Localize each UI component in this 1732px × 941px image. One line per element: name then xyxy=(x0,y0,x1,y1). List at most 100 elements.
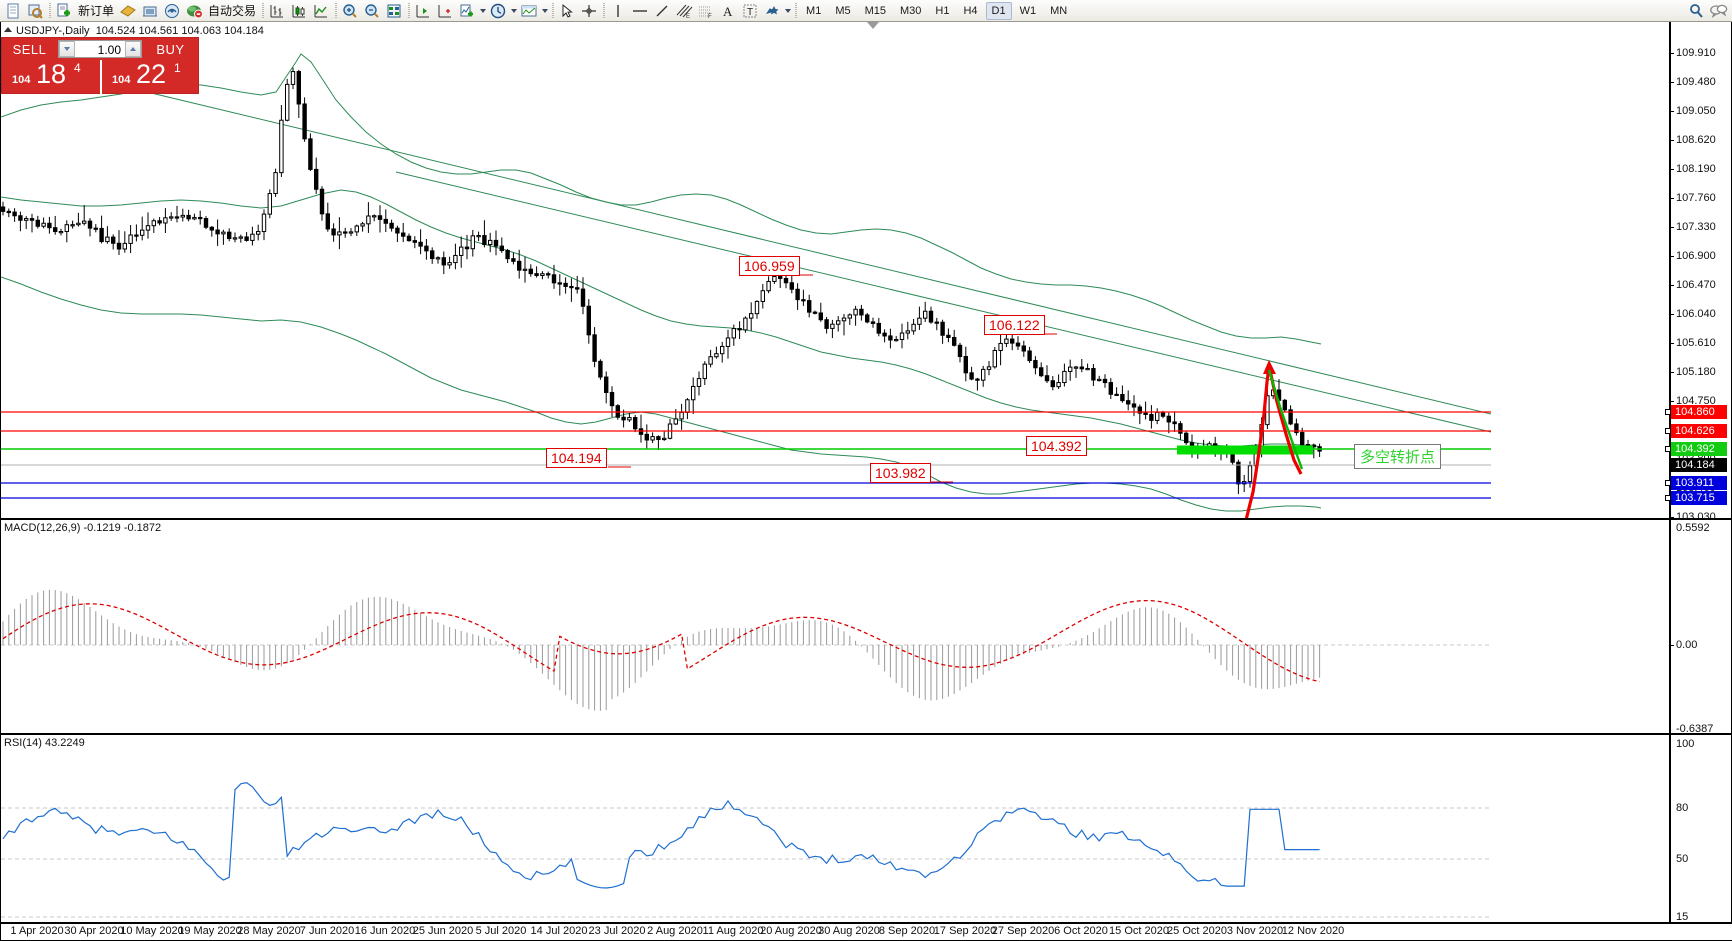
chart-collapse-icon[interactable] xyxy=(867,22,879,29)
price-chart-canvas xyxy=(1,53,1491,918)
metaeditor-icon[interactable] xyxy=(139,1,161,21)
annotation-106122[interactable]: 106.122 xyxy=(984,315,1045,335)
sell-button[interactable]: SELL xyxy=(12,41,47,57)
price-tag-handle[interactable] xyxy=(1665,446,1671,452)
line-chart-icon[interactable] xyxy=(310,1,332,21)
zoom-out-icon[interactable] xyxy=(361,1,383,21)
candle-body xyxy=(476,235,481,238)
volume-stepper[interactable]: 1.00 xyxy=(58,40,142,58)
price-tag-handle[interactable] xyxy=(1665,428,1671,434)
period-dropdown-caret-icon[interactable] xyxy=(509,2,518,20)
bollinger-lower-band xyxy=(1,276,1322,512)
macd-axis-label: -0.6387 xyxy=(1676,723,1714,735)
candle-body xyxy=(789,282,794,290)
annotation-104392[interactable]: 104.392 xyxy=(1026,436,1087,456)
vertical-line-icon[interactable] xyxy=(607,1,629,21)
one-click-trading-panel[interactable]: SELL 1.00 BUY 104 18 4 104 22 1 xyxy=(1,37,199,94)
annotation-106959[interactable]: 106.959 xyxy=(739,256,800,276)
candle-body xyxy=(360,223,365,227)
time-axis[interactable]: 1 Apr 2020 30 Apr 2020 10 May 2020 19 May 2… xyxy=(1,924,1732,940)
autotrading-label[interactable]: 自动交易 xyxy=(208,4,257,18)
candle-body xyxy=(1010,338,1015,344)
mql-community-icon[interactable] xyxy=(161,1,183,21)
templates-dropdown-caret-icon[interactable] xyxy=(540,2,549,20)
text-label-icon[interactable]: T xyxy=(739,1,761,21)
period-icon[interactable] xyxy=(487,1,509,21)
timeframe-m1[interactable]: M1 xyxy=(806,4,822,17)
shapes-icon[interactable] xyxy=(761,1,783,21)
cursor-icon[interactable] xyxy=(556,1,578,21)
timeframe-m15[interactable]: M15 xyxy=(864,4,886,17)
oct-price-row: 104 18 4 104 22 1 xyxy=(2,60,198,94)
sell-price[interactable]: 104 18 4 xyxy=(2,60,100,94)
timeframe-h4[interactable]: H4 xyxy=(963,4,978,17)
price-axis-tick-label: 108.620 xyxy=(1676,134,1716,146)
shapes-dropdown-caret-icon[interactable] xyxy=(783,2,792,20)
indicators-icon[interactable] xyxy=(456,1,478,21)
trendline-icon[interactable] xyxy=(651,1,673,21)
time-axis-label: 2 Aug 2020 xyxy=(647,925,703,937)
volume-decrease-icon[interactable] xyxy=(59,41,75,57)
candle-body xyxy=(267,193,273,215)
time-axis-label: 17 Sep 2020 xyxy=(933,925,997,937)
horizontal-line-icon[interactable] xyxy=(629,1,651,21)
annotation-103982[interactable]: 103.982 xyxy=(870,463,931,483)
templates-icon[interactable] xyxy=(518,1,540,21)
crosshair-icon[interactable] xyxy=(578,1,600,21)
volume-input[interactable]: 1.00 xyxy=(75,41,125,57)
volume-increase-icon[interactable] xyxy=(125,41,141,57)
price-tag-handle[interactable] xyxy=(1665,409,1671,415)
candlestick-chart-icon[interactable] xyxy=(288,1,310,21)
candle-body xyxy=(424,245,429,252)
bar-chart-icon[interactable] xyxy=(266,1,288,21)
new-chart-icon[interactable] xyxy=(2,1,24,21)
candle-body xyxy=(702,363,707,380)
price-tag-104-626[interactable]: 104.626 xyxy=(1665,424,1727,438)
candle-body xyxy=(482,235,487,246)
price-tag-104-392[interactable]: 104.392 xyxy=(1665,442,1727,456)
chat-icon[interactable] xyxy=(1708,1,1730,21)
zoom-in-icon[interactable] xyxy=(339,1,361,21)
candle-body xyxy=(99,227,104,243)
price-tag-103-715[interactable]: 103.715 xyxy=(1665,491,1727,505)
autotrading-icon[interactable] xyxy=(183,1,205,21)
svg-text:E: E xyxy=(686,14,690,19)
price-tag-last-104-184: 104.184 xyxy=(1671,458,1727,472)
equidistant-channel-icon[interactable]: E xyxy=(673,1,695,21)
chart-shift-icon[interactable] xyxy=(412,1,434,21)
toolbar-separator xyxy=(46,2,53,20)
candle-body xyxy=(412,240,418,243)
new-order-label[interactable]: 新订单 xyxy=(78,4,115,18)
auto-scroll-icon[interactable] xyxy=(434,1,456,21)
timeframe-h1[interactable]: H1 xyxy=(935,4,950,17)
buy-button[interactable]: BUY xyxy=(156,41,185,57)
timeframe-m30[interactable]: M30 xyxy=(900,4,922,17)
new-order-icon[interactable] xyxy=(53,1,75,21)
chart-window[interactable]: USDJPY-,Daily 104.524 104.561 104.063 10… xyxy=(0,22,1732,941)
annotation-turning-point[interactable]: 多空转折点 xyxy=(1354,444,1442,469)
price-tag-handle[interactable] xyxy=(1665,480,1671,486)
fibonacci-icon[interactable]: F xyxy=(695,1,717,21)
candle-body xyxy=(319,188,325,215)
timeframe-mn[interactable]: MN xyxy=(1050,4,1068,17)
price-axis[interactable]: 109.910 109.480 109.050 108.620 108.190 107.7… xyxy=(1665,22,1731,941)
data-window-icon[interactable] xyxy=(383,1,405,21)
timeframe-m5[interactable]: M5 xyxy=(835,4,851,17)
search-icon[interactable] xyxy=(1686,1,1708,21)
indicators-dropdown-caret-icon[interactable] xyxy=(478,2,487,20)
expert-advisors-icon[interactable] xyxy=(117,1,139,21)
price-tag-103-911[interactable]: 103.911 xyxy=(1665,476,1727,490)
profiles-icon[interactable] xyxy=(24,1,46,21)
candle-body xyxy=(470,235,476,250)
timeframe-d1[interactable]: D1 xyxy=(985,1,1012,20)
buy-price[interactable]: 104 22 1 xyxy=(100,60,198,94)
candle-body xyxy=(209,226,215,231)
sell-price-big: 18 xyxy=(36,60,67,89)
price-tag-handle[interactable] xyxy=(1665,495,1671,501)
timeframe-w1[interactable]: W1 xyxy=(1019,4,1037,17)
text-icon[interactable]: A xyxy=(717,1,739,21)
candle-body xyxy=(128,234,133,244)
time-axis-label: 7 Jun 2020 xyxy=(299,925,355,937)
annotation-104194[interactable]: 104.194 xyxy=(546,448,607,468)
price-tag-104-860[interactable]: 104.860 xyxy=(1665,405,1727,419)
